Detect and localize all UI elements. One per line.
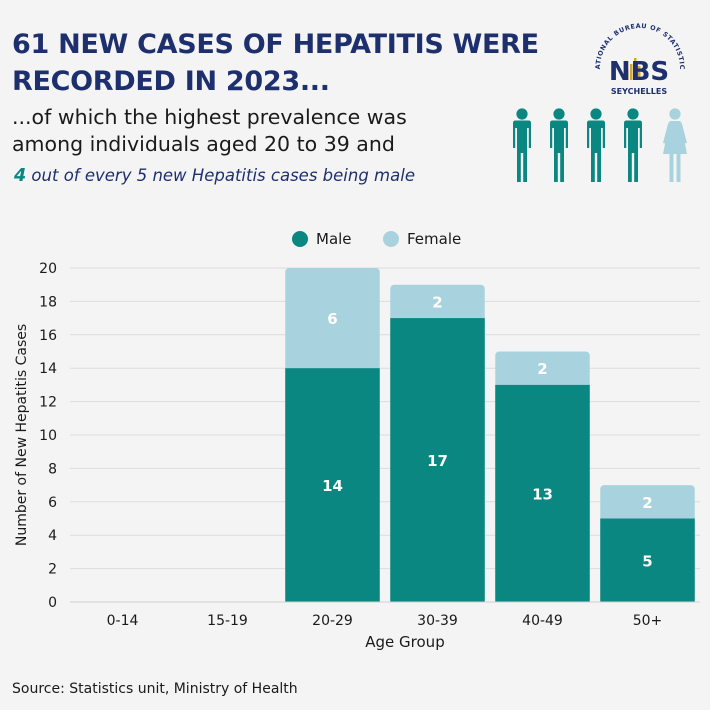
subtitle-line-1: ...of which the highest prevalence was [12, 105, 407, 129]
subtitle-line-2: among individuals aged 20 to 39 and [12, 132, 395, 156]
data-label-male: 14 [322, 477, 343, 495]
data-label-female: 2 [642, 494, 652, 512]
bar-male [390, 318, 485, 602]
highlight-text: out of every 5 new Hepatitis cases being… [26, 166, 415, 185]
bar-male [600, 518, 695, 602]
male-figure-icon [550, 108, 568, 182]
title-line-1: 61 NEW CASES OF HEPATITIS WERE [12, 29, 539, 60]
x-tick-label: 30-39 [417, 613, 458, 629]
x-tick-label: 40-49 [522, 613, 563, 629]
data-label-male: 5 [642, 552, 652, 570]
source-note: Source: Statistics unit, Ministry of Hea… [12, 681, 298, 697]
page-title: 61 NEW CASES OF HEPATITIS WERE RECORDED … [12, 26, 539, 100]
y-tick-label: 20 [39, 261, 57, 277]
x-tick-label: 50+ [633, 613, 663, 629]
legend-label-female: Female [407, 230, 461, 248]
y-tick-label: 2 [48, 562, 57, 578]
data-label-female: 2 [537, 360, 547, 378]
legend-swatch-male [292, 231, 308, 247]
y-tick-label: 4 [48, 528, 57, 544]
data-label-female: 6 [327, 310, 337, 328]
male-figure-icon [624, 108, 642, 182]
bar-male [285, 368, 380, 602]
nbs-logo: NATIONAL BUREAU OF STATISTICS NBS SEYCHE… [580, 10, 685, 96]
logo-letters: NBS [609, 57, 669, 87]
y-tick-label: 10 [39, 428, 57, 444]
female-figure-icon [663, 108, 687, 182]
logo-bars [626, 58, 641, 80]
data-label-female: 2 [432, 293, 442, 311]
stacked-bar-chart: 0 2 4 6 8 10 12 14 16 18 20 0-14 15-19 14 6 20-29 17 2 30-… [14, 230, 700, 651]
x-tick-label: 20-29 [312, 613, 353, 629]
bar-male [495, 384, 590, 602]
people-icons [513, 108, 687, 182]
male-figure-icon [513, 108, 531, 182]
highlight-statement: 4 out of every 5 new Hepatitis cases bei… [14, 166, 415, 186]
y-tick-label: 8 [48, 461, 57, 477]
y-tick-label: 16 [39, 328, 57, 344]
y-axis-title: Number of New Hepatitis Cases [14, 324, 30, 546]
y-tick-label: 0 [48, 595, 57, 611]
highlight-number: 4 [14, 166, 27, 186]
legend-swatch-female [383, 231, 399, 247]
data-label-male: 17 [427, 452, 448, 470]
x-tick-label: 0-14 [107, 613, 139, 629]
y-tick-label: 12 [39, 395, 57, 411]
x-axis-title: Age Group [365, 633, 444, 651]
title-line-2: RECORDED IN 2023... [12, 66, 330, 97]
legend-label-male: Male [316, 230, 352, 248]
x-tick-label: 15-19 [207, 613, 248, 629]
subtitle: ...of which the highest prevalence was a… [12, 104, 407, 158]
y-tick-label: 18 [39, 294, 57, 310]
logo-country: SEYCHELLES [611, 87, 667, 96]
male-figure-icon [587, 108, 605, 182]
y-tick-label: 6 [48, 495, 57, 511]
data-label-male: 13 [532, 485, 553, 503]
y-tick-label: 14 [39, 361, 57, 377]
